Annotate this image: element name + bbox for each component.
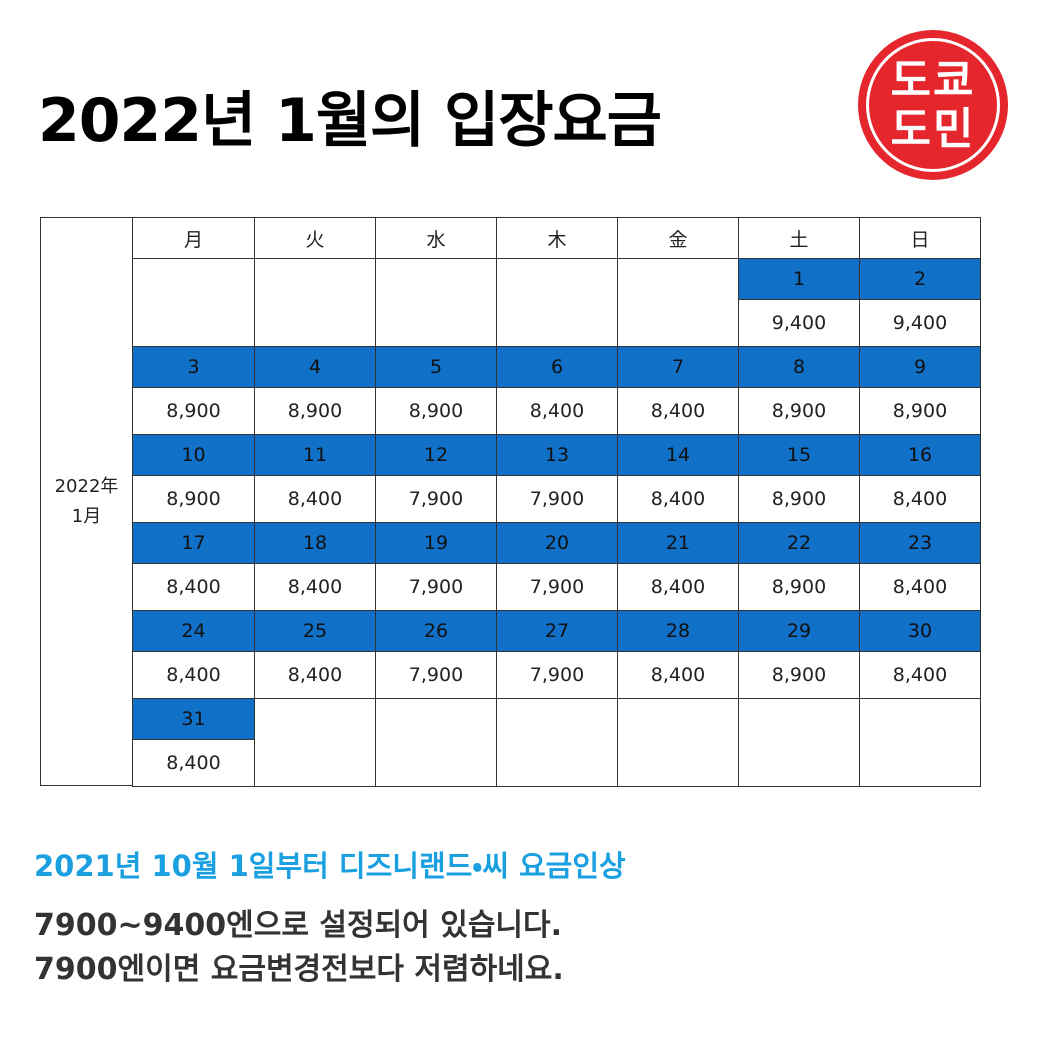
date-cell: 15 [738,434,860,476]
date-cell: 5 [375,346,497,388]
price-cell: 8,900 [375,387,497,435]
date-cell: 12 [375,434,497,476]
date-cell: 2 [859,258,981,300]
title: 2022년 1월의 입장요금 [38,86,662,156]
date-cell: 10 [132,434,255,476]
price-cell: 8,900 [738,563,860,611]
price-cell: 7,900 [496,475,618,523]
price-cell: 8,400 [254,563,376,611]
date-cell: 23 [859,522,981,564]
empty-cell [254,258,376,347]
price-cell: 8,400 [132,651,255,699]
empty-cell [496,258,618,347]
date-cell: 29 [738,610,860,652]
date-cell: 24 [132,610,255,652]
logo-text: 도쿄 [890,55,976,106]
price-cell: 7,900 [375,475,497,523]
day-header: 土 [738,217,860,259]
date-cell: 20 [496,522,618,564]
empty-cell [496,698,618,787]
price-cell: 8,900 [254,387,376,435]
side-label: 2022年 [54,475,119,497]
date-cell: 27 [496,610,618,652]
price-cell: 8,900 [738,475,860,523]
price-cell: 8,400 [496,387,618,435]
empty-cell [375,258,497,347]
price-cell: 8,400 [859,563,981,611]
price-cell: 8,400 [617,651,739,699]
price-cell: 8,400 [254,475,376,523]
price-cell: 7,900 [375,563,497,611]
day-header: 木 [496,217,618,259]
side-label-cell: 2022年 1月 [40,217,133,786]
price-cell: 8,900 [738,387,860,435]
date-cell: 30 [859,610,981,652]
date-cell: 26 [375,610,497,652]
date-cell: 22 [738,522,860,564]
date-cell: 31 [132,698,255,740]
date-cell: 21 [617,522,739,564]
price-cell: 8,400 [859,475,981,523]
date-cell: 17 [132,522,255,564]
empty-cell [617,698,739,787]
price-cell: 7,900 [496,651,618,699]
date-cell: 19 [375,522,497,564]
date-cell: 25 [254,610,376,652]
day-header: 火 [254,217,376,259]
date-cell: 11 [254,434,376,476]
date-cell: 4 [254,346,376,388]
day-header: 金 [617,217,739,259]
empty-cell [859,698,981,787]
date-cell: 7 [617,346,739,388]
day-header: 水 [375,217,497,259]
price-cell: 8,400 [132,739,255,787]
price-cell: 8,900 [132,387,255,435]
price-cell: 8,900 [738,651,860,699]
price-cell: 8,400 [132,563,255,611]
price-cell: 8,400 [617,475,739,523]
price-cell: 8,400 [254,651,376,699]
footer-line: 7900엔이면 요금변경전보다 저렴하네요. [34,952,564,987]
footer-highlight: 2021년 10월 1일부터 디즈니랜드・씨 요금인상 [34,849,626,883]
date-cell: 9 [859,346,981,388]
price-cell: 8,900 [859,387,981,435]
price-cell: 7,900 [496,563,618,611]
logo-text: 도민 [890,104,976,155]
price-cell: 8,400 [617,563,739,611]
price-cell: 8,400 [859,651,981,699]
date-cell: 13 [496,434,618,476]
empty-cell [254,698,376,787]
empty-cell [132,258,255,347]
date-cell: 1 [738,258,860,300]
footer-line: 7900~9400엔으로 설정되어 있습니다. [34,908,563,943]
date-cell: 6 [496,346,618,388]
price-cell: 8,900 [132,475,255,523]
price-cell: 9,400 [859,299,981,347]
date-cell: 28 [617,610,739,652]
day-header: 日 [859,217,981,259]
empty-cell [738,698,860,787]
price-cell: 9,400 [738,299,860,347]
empty-cell [617,258,739,347]
date-cell: 16 [859,434,981,476]
date-cell: 3 [132,346,255,388]
date-cell: 18 [254,522,376,564]
side-label: 1月 [71,505,102,527]
date-cell: 8 [738,346,860,388]
day-header: 月 [132,217,255,259]
logo-ring [866,38,1000,172]
price-cell: 8,400 [617,387,739,435]
date-cell: 14 [617,434,739,476]
price-cell: 7,900 [375,651,497,699]
empty-cell [375,698,497,787]
